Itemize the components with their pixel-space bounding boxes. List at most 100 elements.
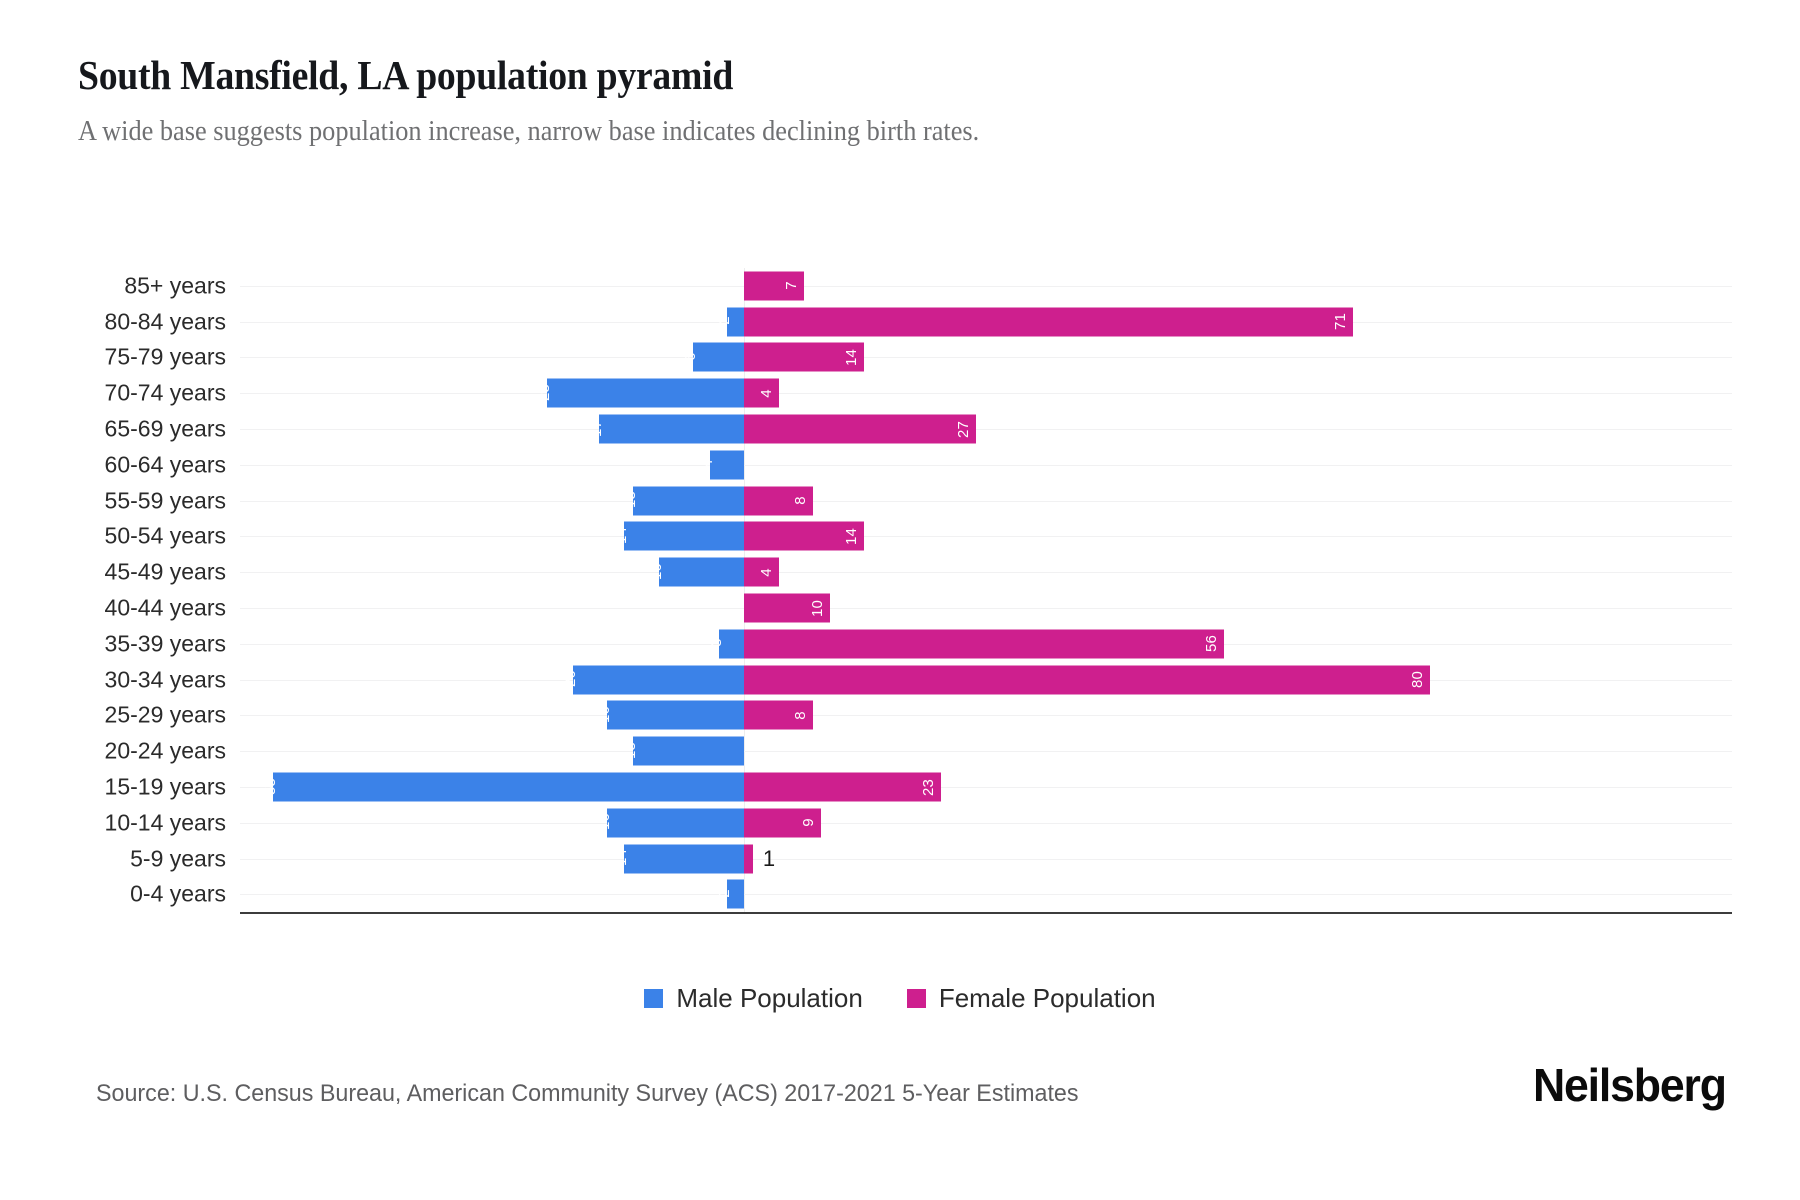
- gridline: [240, 357, 1732, 359]
- bar-male[interactable]: 6: [682, 342, 745, 372]
- legend-swatch-male-icon: [644, 988, 664, 1008]
- bar-female[interactable]: 23: [744, 772, 942, 802]
- y-axis-label: 25-29 years: [104, 701, 226, 728]
- y-axis-label: 70-74 years: [104, 379, 226, 406]
- y-axis-label: 45-49 years: [104, 558, 226, 585]
- page-title: South Mansfield, LA population pyramid: [78, 52, 734, 98]
- bar-male[interactable]: 16: [596, 700, 745, 730]
- gridline: [240, 572, 1732, 574]
- y-axis-label: 35-39 years: [104, 630, 226, 657]
- pyramid-row: 70-74 years 23 4: [105, 375, 1732, 411]
- bottom-axis-line: [240, 912, 1732, 914]
- bar-male[interactable]: 13: [622, 486, 745, 516]
- bar-female[interactable]: 27: [744, 414, 976, 444]
- legend-item-male[interactable]: Male Population: [644, 983, 863, 1013]
- bar-male[interactable]: 23: [536, 378, 745, 408]
- bar-male[interactable]: 16: [596, 808, 745, 838]
- source-note: Source: U.S. Census Bureau, American Com…: [96, 1080, 1079, 1107]
- bar-male[interactable]: 3: [708, 629, 745, 659]
- y-axis-label: 80-84 years: [104, 308, 226, 335]
- y-axis-label: 20-24 years: [104, 737, 226, 764]
- bar-female[interactable]: 4: [744, 557, 779, 587]
- bar-male[interactable]: 2: [716, 879, 745, 909]
- bar-male[interactable]: 10: [648, 557, 745, 587]
- population-pyramid-plot: 85+ years 7 80-84 years 2 71 75-79 years 6 14 70…: [105, 268, 1732, 914]
- bar-female[interactable]: 56: [744, 629, 1225, 659]
- bar-value-label-male: 2: [716, 889, 734, 898]
- y-axis-label: 15-19 years: [104, 773, 226, 800]
- pyramid-row: 10-14 years 16 9: [105, 805, 1732, 841]
- bar-value-label-female: 10: [808, 599, 826, 617]
- bar-value-label-female: 4: [757, 567, 775, 577]
- pyramid-row: 5-9 years 14 1: [130, 841, 1732, 877]
- bar-female[interactable]: 7: [744, 271, 805, 301]
- pyramid-row: 75-79 years 6 14: [105, 340, 1732, 376]
- bar-male[interactable]: 14: [613, 844, 745, 874]
- bar-female[interactable]: 71: [744, 307, 1353, 337]
- bar-value-label-female: 8: [791, 496, 809, 505]
- chart-header: South Mansfield, LA population pyramid A…: [78, 52, 1728, 149]
- pyramid-row: 45-49 years 10 4: [105, 554, 1732, 590]
- brand-logo: Neilsberg: [1533, 1059, 1727, 1111]
- bar-female[interactable]: 14: [744, 521, 865, 551]
- gridline: [240, 393, 1732, 395]
- bar-male[interactable]: 13: [622, 736, 745, 766]
- bar-value-label-female: 14: [843, 527, 861, 546]
- bar-male[interactable]: 20: [562, 665, 745, 695]
- bar-female[interactable]: 10: [744, 593, 830, 623]
- pyramid-row: 20-24 years 13: [105, 733, 1732, 769]
- bar-value-label-female-outside: 1: [762, 845, 776, 871]
- y-axis-label: 55-59 years: [104, 487, 226, 514]
- legend-label-male: Male Population: [676, 983, 863, 1013]
- pyramid-row: 50-54 years 14 14: [105, 519, 1732, 555]
- gridline: [240, 822, 1732, 824]
- bar-value-label-male: 14: [613, 849, 631, 867]
- center-axis-line: [744, 268, 746, 913]
- bar-female[interactable]: 8: [744, 700, 813, 730]
- legend-label-female: Female Population: [938, 983, 1156, 1013]
- bar-value-label-male: 20: [561, 670, 579, 688]
- bar-female[interactable]: 80: [744, 665, 1430, 695]
- bar-value-label-male: 16: [596, 813, 614, 831]
- bar-value-label-female: 8: [791, 711, 809, 720]
- bar-value-label-male: 10: [647, 562, 665, 580]
- y-axis-label: 50-54 years: [104, 522, 226, 549]
- bar-female[interactable]: 9: [744, 808, 822, 838]
- bar-value-label-female: 71: [1331, 313, 1349, 331]
- bar-female[interactable]: 14: [744, 342, 865, 372]
- gridline: [240, 787, 1732, 789]
- gridline: [240, 536, 1732, 538]
- bar-female[interactable]: 4: [744, 378, 779, 408]
- bar-male[interactable]: 2: [716, 307, 745, 337]
- bar-value-label-female: 80: [1408, 671, 1426, 689]
- pyramid-row: 25-29 years 16 8: [105, 698, 1732, 734]
- bar-value-label-female: 23: [920, 778, 938, 796]
- pyramid-rows: 85+ years 7 80-84 years 2 71 75-79 years 6 14 70…: [105, 268, 1732, 913]
- legend-item-female[interactable]: Female Population: [906, 983, 1156, 1013]
- pyramid-row: 85+ years 7: [124, 268, 1732, 304]
- bar-value-label-male: 55: [261, 777, 279, 795]
- bar-female[interactable]: [744, 844, 753, 874]
- y-axis-label: 40-44 years: [104, 594, 226, 621]
- y-axis-label: 5-9 years: [130, 845, 226, 872]
- bar-value-label-male: 3: [707, 638, 725, 648]
- pyramid-row: 60-64 years 4: [105, 447, 1732, 483]
- pyramid-row: 35-39 years 3 56: [105, 626, 1732, 662]
- y-axis-label: 85+ years: [124, 272, 226, 299]
- pyramid-row: 55-59 years 13 8: [105, 483, 1732, 519]
- bar-male[interactable]: 4: [699, 450, 745, 480]
- pyramid-row: 80-84 years 2 71: [105, 304, 1732, 340]
- bar-male[interactable]: 14: [613, 521, 745, 551]
- gridline: [240, 751, 1732, 753]
- bar-value-label-male: 13: [621, 741, 639, 759]
- gridline: [240, 858, 1732, 860]
- y-axis-label: 10-14 years: [104, 809, 226, 836]
- pyramid-row: 0-4 years 2: [130, 877, 1732, 913]
- y-axis-label: 60-64 years: [104, 451, 226, 478]
- pyramid-row: 65-69 years 17 27: [105, 411, 1732, 447]
- bar-male[interactable]: 55: [262, 772, 745, 802]
- bar-value-label-male: 4: [699, 459, 717, 469]
- bar-female[interactable]: 8: [744, 486, 813, 516]
- bar-male[interactable]: 17: [588, 414, 745, 444]
